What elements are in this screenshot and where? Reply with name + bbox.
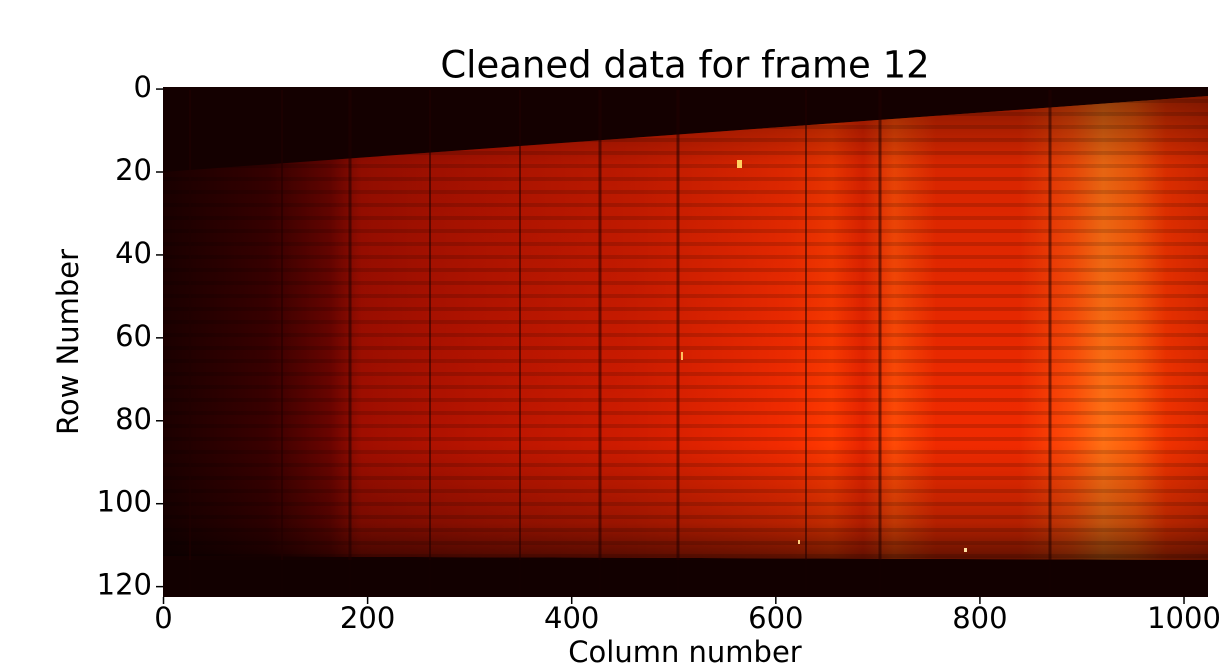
x-tick-label: 0 xyxy=(154,601,172,635)
y-axis-label: Row Number xyxy=(51,249,85,435)
x-tick-label: 600 xyxy=(748,601,803,635)
y-tick-label: 0 xyxy=(134,70,152,104)
x-tick-label: 400 xyxy=(544,601,599,635)
y-tick-label: 120 xyxy=(97,568,152,602)
chart-title: Cleaned data for frame 12 xyxy=(440,44,929,87)
y-tick-label: 40 xyxy=(115,236,152,270)
x-tick-label: 1000 xyxy=(1147,601,1220,635)
y-tick-label: 20 xyxy=(115,153,152,187)
heatmap-image xyxy=(163,87,1208,597)
x-tick-label: 800 xyxy=(952,601,1007,635)
x-tick-label: 200 xyxy=(340,601,395,635)
y-tick-label: 60 xyxy=(115,319,152,353)
y-tick-label: 80 xyxy=(115,402,152,436)
x-axis-label: Column number xyxy=(568,635,802,666)
y-tick-label: 100 xyxy=(97,485,152,519)
